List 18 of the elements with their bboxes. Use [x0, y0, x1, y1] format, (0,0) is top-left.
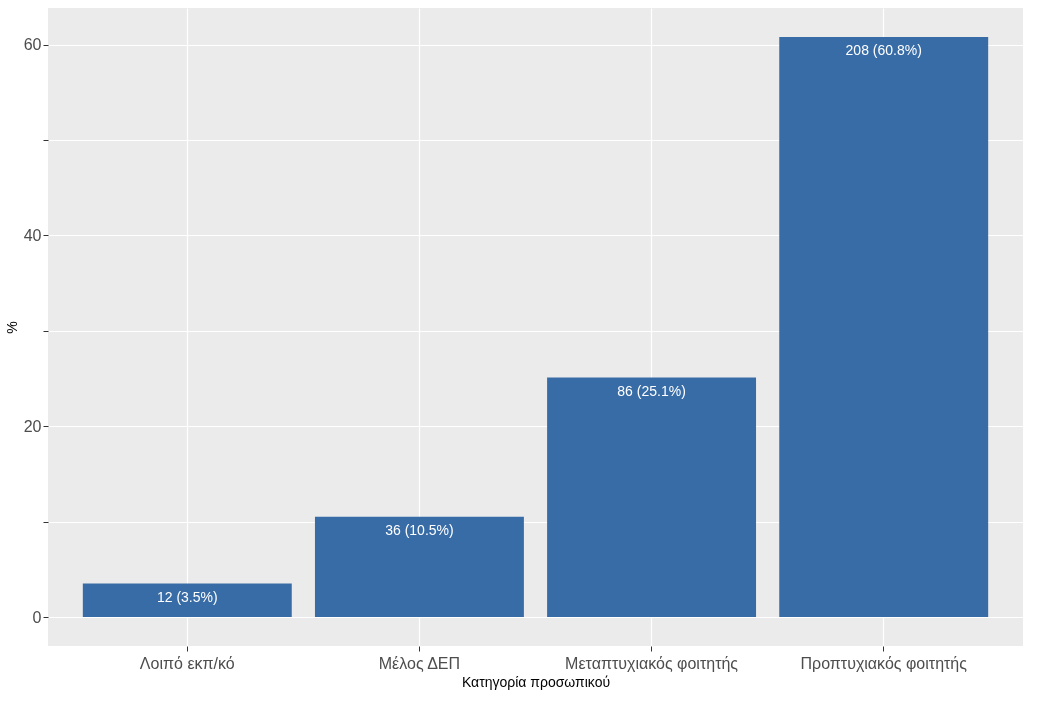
x-tick-label: Προπτυχιακός φοιτητής [800, 654, 968, 672]
bar [82, 583, 292, 617]
x-tick-label: Μέλος ΔΕΠ [378, 654, 461, 672]
y-tick-label: 60 [23, 36, 42, 54]
x-axis-title: Κατηγορία προσωπικού [461, 673, 611, 690]
y-tick-label: 20 [23, 417, 42, 435]
bar [547, 377, 757, 617]
bar [779, 37, 989, 617]
y-tick-label: 0 [32, 608, 42, 626]
y-axis-title: % [3, 321, 20, 334]
data-label: 208 (60.8%) [845, 42, 922, 58]
x-tick-label: Μεταπτυχιακός φοιτητής [565, 654, 739, 672]
data-label: 86 (25.1%) [617, 382, 686, 399]
data-label: 36 (10.5%) [385, 521, 454, 538]
y-tick-label: 40 [23, 226, 42, 244]
bar [314, 516, 524, 617]
data-label: 12 (3.5%) [156, 588, 218, 605]
x-tick-label: Λοιπό εκπ/κό [139, 654, 235, 672]
